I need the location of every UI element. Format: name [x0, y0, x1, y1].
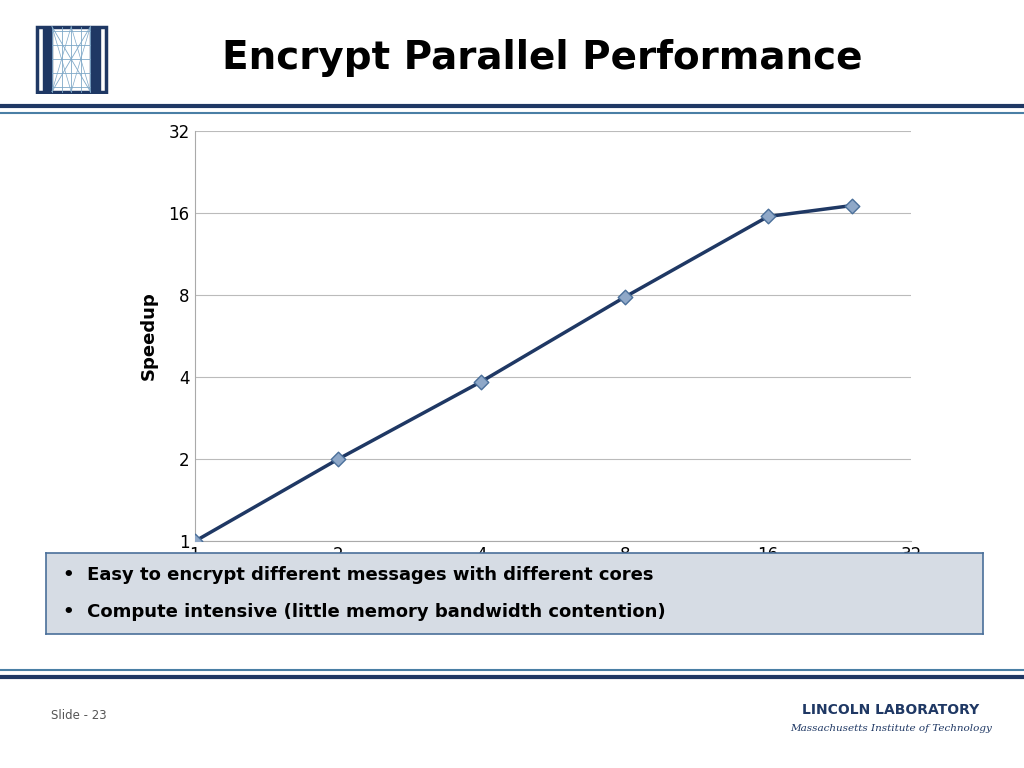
Bar [90, 27, 99, 91]
Text: Encrypt Parallel Performance: Encrypt Parallel Performance [222, 38, 863, 77]
Point [616, 291, 633, 303]
Text: •  Easy to encrypt different messages with different cores: • Easy to encrypt different messages wit… [62, 566, 653, 584]
Bar [43, 27, 52, 91]
Point [760, 210, 776, 223]
Point [844, 200, 860, 212]
Text: •  Compute intensive (little memory bandwidth contention): • Compute intensive (little memory bandw… [62, 603, 666, 621]
X-axis label: Number of Cores: Number of Cores [468, 575, 638, 594]
Y-axis label: Speedup: Speedup [139, 292, 158, 380]
Point [186, 535, 203, 548]
Text: LINCOLN LABORATORY: LINCOLN LABORATORY [802, 703, 980, 717]
Text: Slide - 23: Slide - 23 [51, 710, 106, 722]
Text: Massachusetts Institute of Technology: Massachusetts Institute of Technology [790, 723, 992, 733]
Point [330, 453, 346, 465]
Point [473, 376, 489, 388]
